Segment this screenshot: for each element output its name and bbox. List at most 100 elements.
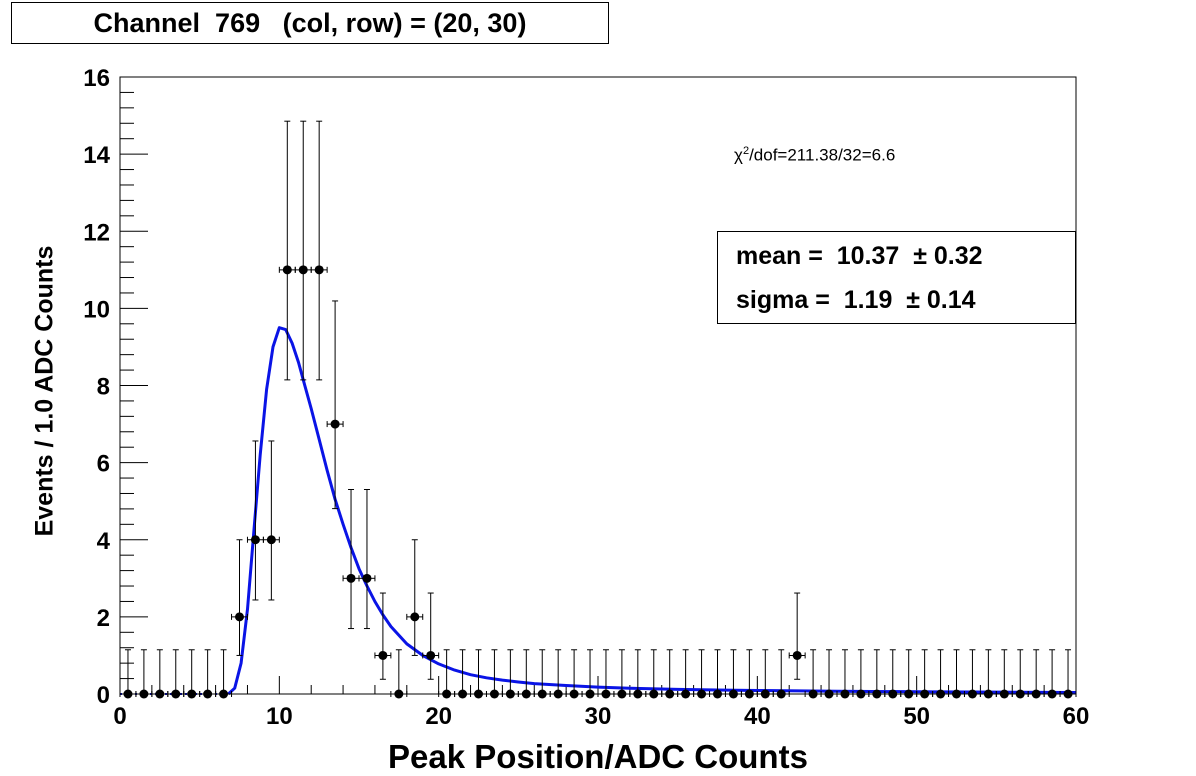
data-point — [979, 649, 997, 699]
data-marker — [426, 650, 436, 660]
data-point — [645, 649, 663, 699]
data-marker — [649, 689, 659, 699]
data-marker — [585, 689, 595, 699]
data-point — [756, 649, 774, 699]
x-tick-label: 40 — [744, 703, 771, 730]
data-point — [804, 649, 822, 699]
data-point — [613, 649, 631, 699]
y-tick-label: 12 — [83, 219, 110, 246]
data-marker — [155, 689, 165, 699]
data-point — [661, 649, 679, 699]
data-point — [932, 649, 950, 699]
fit-stats-box: mean = 10.37 ± 0.32 sigma = 1.19 ± 0.14 — [717, 231, 1076, 324]
data-point — [533, 649, 551, 699]
data-marker — [904, 689, 914, 699]
data-marker — [442, 689, 452, 699]
data-point — [1027, 649, 1045, 699]
data-point — [119, 649, 137, 699]
data-point — [406, 539, 424, 656]
data-marker — [282, 265, 292, 275]
data-marker — [601, 689, 611, 699]
data-marker — [219, 689, 229, 699]
y-tick-label: 10 — [83, 296, 110, 323]
chart-title: Channel 769 (col, row) = (20, 30) — [11, 2, 609, 44]
data-marker — [458, 689, 468, 699]
data-marker — [697, 689, 707, 699]
x-axis-title: Peak Position/ADC Counts — [388, 738, 808, 775]
data-point — [151, 649, 169, 699]
data-marker — [171, 689, 181, 699]
data-point — [215, 649, 233, 699]
data-points-layer — [119, 120, 1077, 699]
data-point — [517, 649, 535, 699]
data-marker — [633, 689, 643, 699]
data-marker — [920, 689, 930, 699]
data-marker — [346, 573, 356, 583]
data-point — [438, 649, 456, 699]
y-tick-label: 2 — [97, 605, 110, 632]
data-marker — [505, 689, 515, 699]
data-marker — [936, 689, 946, 699]
data-point — [310, 120, 328, 381]
data-point — [135, 649, 153, 699]
data-point — [836, 649, 854, 699]
data-point — [454, 649, 472, 699]
x-tick-label: 50 — [903, 703, 930, 730]
data-marker — [250, 535, 260, 545]
data-marker — [1063, 689, 1073, 699]
data-point — [995, 649, 1013, 699]
data-point — [199, 649, 217, 699]
data-marker — [1031, 689, 1041, 699]
x-tick-label: 10 — [266, 703, 293, 730]
x-tick-label: 20 — [425, 703, 452, 730]
data-point — [740, 649, 758, 699]
data-marker — [569, 689, 579, 699]
fit-curve-layer — [120, 326, 1077, 696]
fit-curve — [227, 326, 1077, 696]
data-point — [167, 649, 185, 699]
data-marker — [521, 689, 531, 699]
data-point — [358, 489, 376, 630]
data-point — [549, 649, 567, 699]
data-marker — [856, 689, 866, 699]
data-marker — [888, 689, 898, 699]
data-marker — [999, 689, 1009, 699]
data-marker — [537, 689, 547, 699]
data-point — [262, 440, 280, 601]
plot-frame — [119, 76, 1077, 695]
data-point — [1059, 649, 1077, 699]
y-axis-title: Events / 1.0 ADC Counts — [30, 245, 59, 537]
data-marker — [728, 689, 738, 699]
data-point — [231, 539, 248, 656]
data-marker — [617, 689, 627, 699]
data-marker — [681, 689, 691, 699]
x-tick-label: 60 — [1063, 703, 1090, 730]
data-marker — [713, 689, 722, 699]
data-marker — [840, 689, 850, 699]
chi2-prefix: χ — [734, 145, 743, 165]
y-tick-label: 16 — [83, 65, 110, 92]
data-point — [852, 649, 870, 699]
data-point — [326, 300, 344, 510]
axis-ticks — [119, 76, 1077, 695]
axis-tick-labels: 0 10 20 30 40 50 60 0 2 4 6 8 10 12 14 16 — [83, 65, 1089, 730]
chi2-label: χ2/dof=211.38/32=6.6 — [734, 145, 895, 166]
mean-label: mean = 10.37 ± 0.32 — [736, 242, 983, 270]
data-point — [390, 649, 408, 699]
data-marker — [203, 689, 213, 699]
y-tick-label: 6 — [97, 451, 110, 478]
data-marker — [983, 689, 993, 699]
y-tick-label: 0 — [97, 682, 110, 709]
data-marker — [139, 689, 149, 699]
data-marker — [776, 689, 786, 699]
chi2-value: /dof=211.38/32=6.6 — [749, 145, 896, 165]
data-point — [788, 592, 806, 680]
data-marker — [474, 689, 483, 699]
data-point — [1043, 649, 1061, 699]
data-marker — [362, 573, 372, 583]
x-tick-label: 0 — [113, 703, 126, 730]
data-marker — [760, 689, 770, 699]
x-tick-label: 30 — [585, 703, 612, 730]
data-marker — [665, 689, 675, 699]
